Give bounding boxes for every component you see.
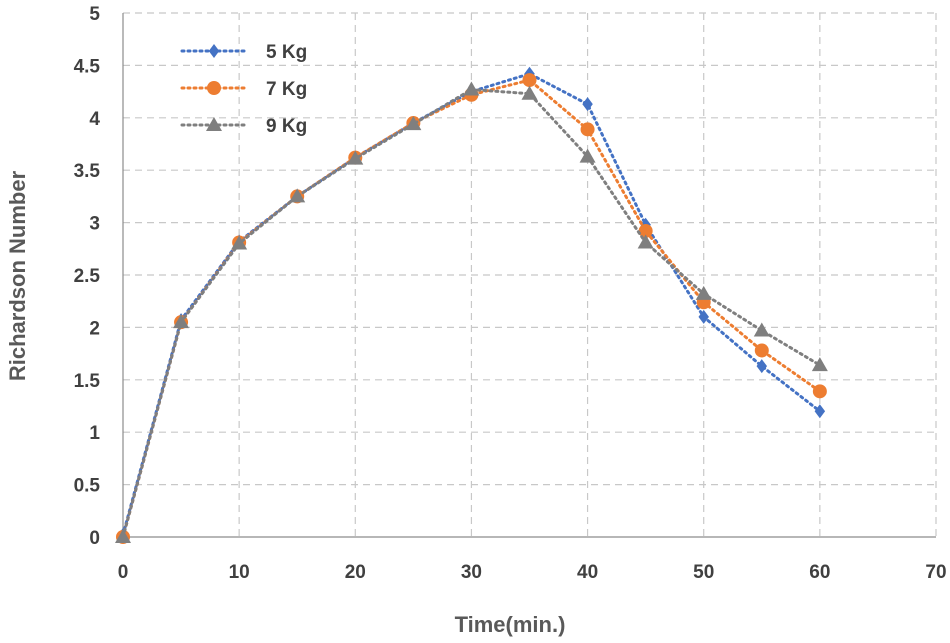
legend-item: 5 Kg (180, 42, 307, 63)
x-tick-label: 10 (229, 562, 250, 583)
data-point (405, 116, 422, 131)
y-tick-label: 0.5 (74, 476, 101, 497)
data-point (638, 223, 653, 238)
data-point (579, 148, 596, 163)
y-tick-label: 4 (89, 109, 100, 130)
x-axis-title: Time(min.) (455, 612, 566, 637)
data-point (754, 343, 769, 358)
data-point (753, 322, 770, 337)
data-point (582, 97, 593, 112)
y-tick-label: 2 (89, 318, 100, 339)
y-tick-label: 1.5 (74, 371, 101, 392)
series-group (115, 66, 828, 544)
legend: 5 Kg 7 Kg 9 Kg (180, 42, 307, 137)
legend-item: 7 Kg (180, 79, 307, 100)
data-point (347, 150, 364, 165)
y-tick-label: 0 (89, 528, 100, 549)
data-point (695, 285, 712, 300)
data-point (580, 122, 595, 137)
legend-item: 9 Kg (180, 116, 307, 137)
data-point (814, 404, 826, 419)
legend-label: 5 Kg (266, 42, 307, 63)
y-tick-label: 5 (89, 4, 100, 25)
y-axis-title: Richardson Number (5, 170, 30, 381)
y-tick-label: 1 (89, 423, 100, 444)
legend-marker (207, 81, 221, 95)
axes (122, 13, 936, 538)
data-point (522, 73, 537, 88)
data-point (811, 357, 828, 372)
x-tick-label: 50 (693, 562, 714, 583)
data-point (637, 234, 654, 249)
legend-label: 9 Kg (266, 116, 307, 137)
data-point (812, 384, 827, 399)
x-tick-label: 20 (345, 562, 366, 583)
y-tick-label: 2.5 (74, 266, 101, 287)
data-point (115, 529, 131, 543)
data-point (463, 81, 480, 96)
data-point (231, 235, 248, 250)
legend-marker (208, 44, 220, 58)
data-point (521, 85, 538, 100)
data-point (173, 314, 190, 329)
x-tick-label: 60 (809, 562, 830, 583)
x-tick-label: 30 (461, 562, 482, 583)
series-9-kg (115, 81, 828, 543)
legend-label: 7 Kg (266, 79, 307, 100)
data-point (756, 359, 768, 374)
x-tick-label: 70 (925, 562, 946, 583)
x-tick-label: 0 (118, 562, 129, 583)
x-tick-label: 40 (577, 562, 598, 583)
y-tick-label: 4.5 (74, 56, 101, 77)
data-point (698, 309, 709, 324)
data-point (289, 188, 306, 203)
y-tick-label: 3 (89, 214, 100, 235)
y-tick-label: 3.5 (74, 161, 101, 182)
legend-marker (206, 117, 222, 131)
gridlines (123, 12, 937, 537)
tick-labels: 00.511.522.533.544.550 10 20 30 40 50 60 70 (74, 4, 947, 583)
